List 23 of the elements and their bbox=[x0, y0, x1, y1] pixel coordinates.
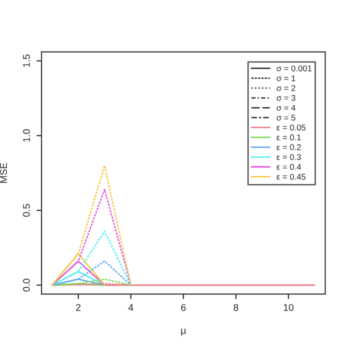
y-tick-label: 0.5 bbox=[22, 204, 30, 217]
y-tick-label: 1.0 bbox=[22, 129, 30, 142]
legend-label: ε = 0.05 bbox=[276, 124, 306, 130]
legend-label: σ = 0.001 bbox=[276, 65, 312, 72]
legend-label: ε = 0.4 bbox=[276, 164, 301, 170]
legend-label: σ = 2 bbox=[276, 85, 296, 92]
legend-label: ε = 0.2 bbox=[276, 144, 301, 150]
legend-label: σ = 1 bbox=[276, 75, 296, 82]
x-tick-label: 10 bbox=[284, 304, 294, 311]
legend-label: σ = 4 bbox=[276, 104, 296, 111]
x-tick-label: 4 bbox=[128, 304, 134, 311]
x-tick-label: 2 bbox=[76, 304, 81, 311]
x-axis-title: μ bbox=[181, 328, 186, 336]
legend-label: σ = 5 bbox=[276, 114, 296, 121]
legend-label: ε = 0.3 bbox=[276, 154, 301, 160]
x-tick-label: 6 bbox=[181, 304, 186, 311]
legend-label: ε = 0.1 bbox=[276, 134, 301, 140]
y-tick-label: 0.0 bbox=[22, 278, 30, 292]
y-axis-title: MSE bbox=[0, 162, 7, 183]
legend-label: ε = 0.45 bbox=[276, 174, 306, 180]
y-tick-label: 1.5 bbox=[23, 54, 30, 67]
x-tick-label: 8 bbox=[234, 304, 238, 311]
legend-label: σ = 3 bbox=[276, 95, 296, 101]
